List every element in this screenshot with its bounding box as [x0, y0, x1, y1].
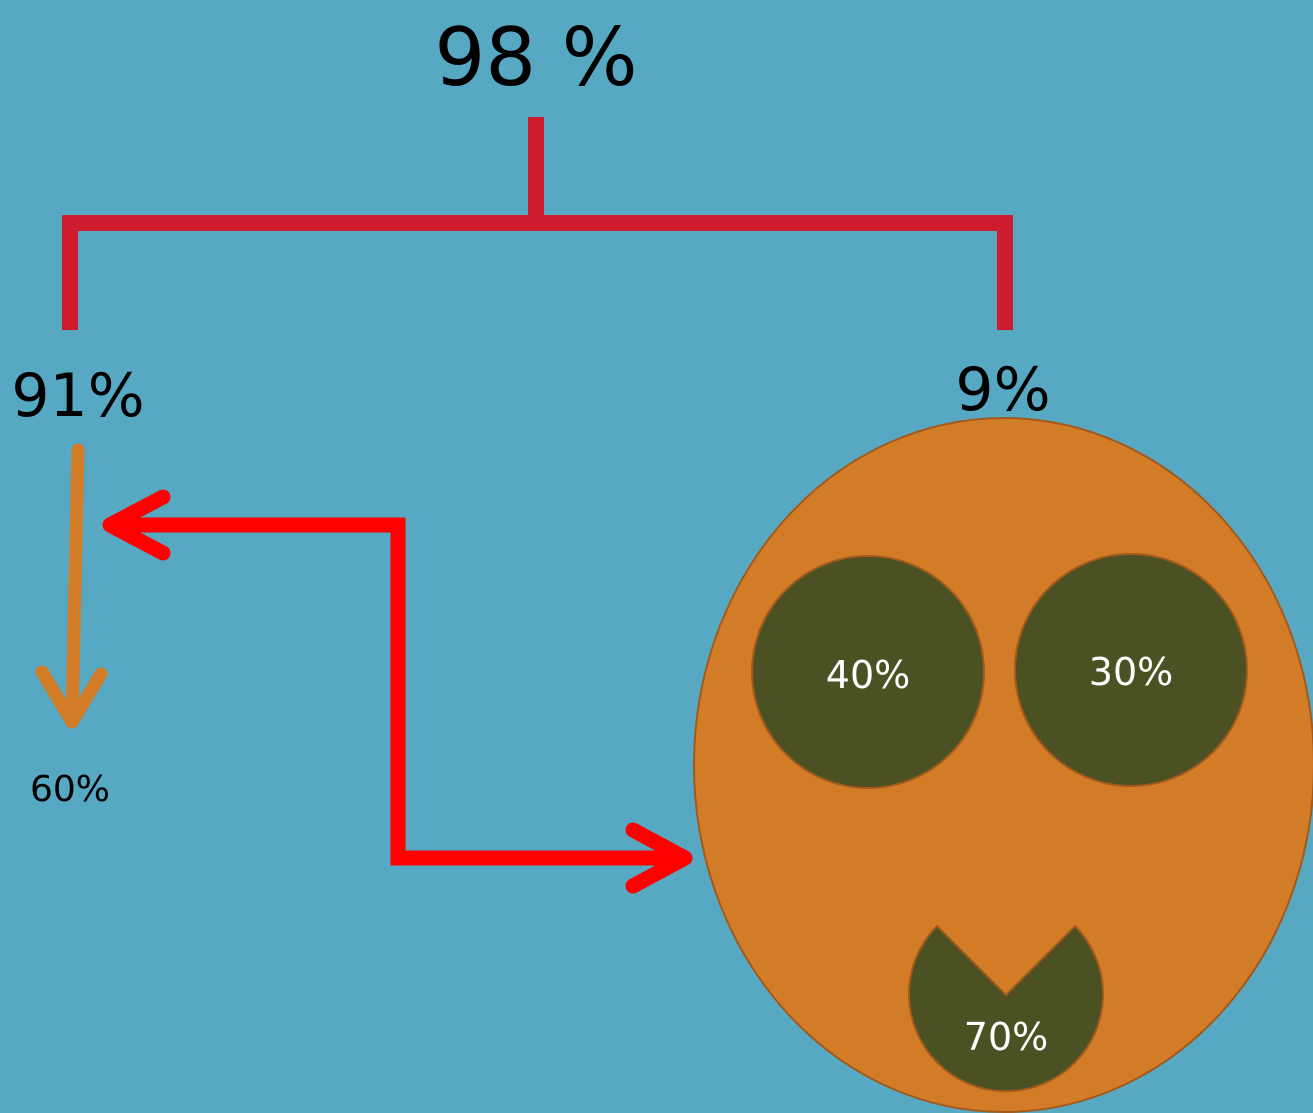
inner-notched-circle [908, 924, 1104, 1093]
left-sub-value-label: 60% [29, 769, 111, 810]
inner-circle-left [751, 555, 985, 789]
connector-path [110, 517, 685, 866]
inner-circle-right [1014, 553, 1248, 787]
circle-right-label: 30% [1088, 650, 1174, 694]
left-value-label: 91% [11, 361, 145, 431]
bracket-bar [62, 215, 1013, 330]
circle-bottom-label: 70% [963, 1015, 1049, 1059]
arrowhead-right-icon [625, 822, 693, 894]
circle-left-label: 40% [825, 653, 911, 697]
arrowhead-left-icon [102, 489, 171, 561]
right-value-label: 9% [955, 355, 1051, 425]
bidirectional-arrow [102, 489, 693, 894]
down-arrow-icon [35, 443, 108, 729]
tree-bracket [62, 117, 1013, 330]
top-value-label: 98 % [434, 11, 638, 104]
